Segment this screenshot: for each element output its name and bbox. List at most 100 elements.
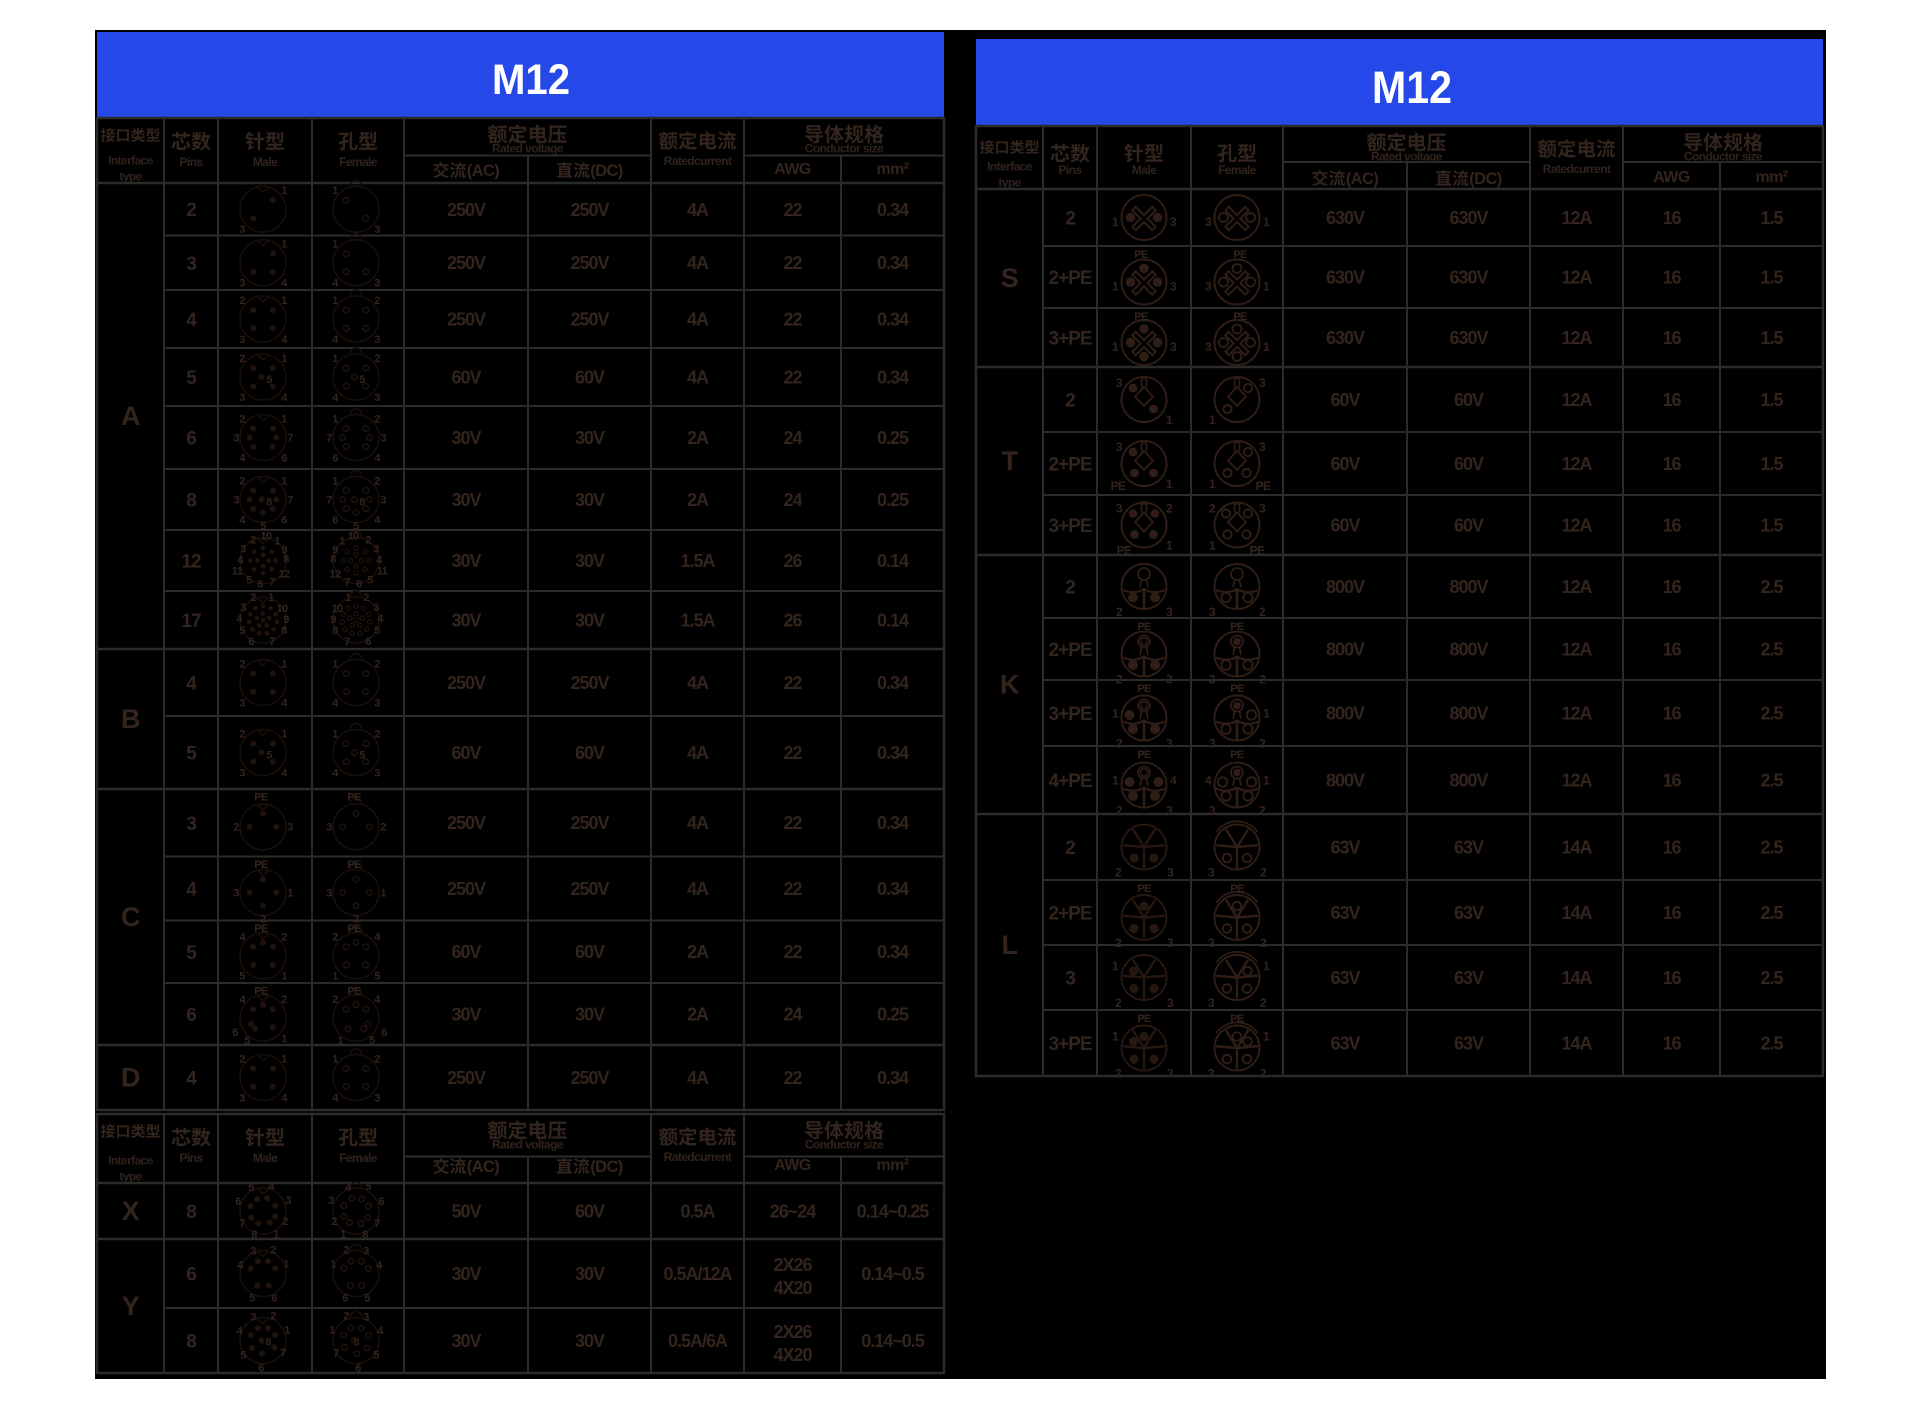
svg-text:250V: 250V (570, 310, 609, 330)
svg-text:1: 1 (332, 185, 338, 197)
svg-text:3: 3 (1116, 501, 1123, 515)
svg-text:3: 3 (1208, 1066, 1215, 1080)
svg-text:1: 1 (281, 971, 287, 983)
svg-text:3+PE: 3+PE (1048, 516, 1091, 537)
svg-text:4A: 4A (687, 673, 709, 693)
svg-text:1: 1 (268, 592, 274, 604)
svg-text:630V: 630V (1326, 268, 1365, 288)
svg-text:1: 1 (1263, 1029, 1270, 1043)
svg-text:22: 22 (783, 200, 802, 220)
svg-text:0.34: 0.34 (877, 253, 909, 273)
svg-text:Pins: Pins (1059, 163, 1083, 177)
svg-text:630V: 630V (1326, 328, 1365, 348)
svg-text:60V: 60V (451, 942, 481, 962)
svg-text:2: 2 (1065, 209, 1075, 230)
svg-text:4: 4 (281, 698, 288, 710)
svg-text:63V: 63V (1330, 838, 1360, 858)
svg-text:22: 22 (783, 310, 802, 330)
svg-text:3: 3 (287, 822, 293, 834)
svg-text:4A: 4A (687, 310, 709, 330)
svg-text:1.5: 1.5 (1760, 454, 1783, 474)
svg-text:2: 2 (1116, 803, 1123, 817)
svg-text:3: 3 (373, 602, 379, 614)
svg-text:2: 2 (282, 1216, 288, 1228)
svg-text:4: 4 (332, 1093, 339, 1105)
svg-text:6: 6 (355, 1363, 361, 1375)
svg-text:1: 1 (1166, 413, 1173, 427)
svg-text:mm²: mm² (877, 1157, 909, 1174)
svg-text:0.34: 0.34 (877, 1068, 909, 1088)
svg-text:2: 2 (239, 295, 245, 307)
svg-text:4: 4 (186, 880, 197, 901)
svg-text:1: 1 (1263, 215, 1270, 229)
svg-text:10: 10 (276, 603, 288, 615)
svg-text:2: 2 (1259, 736, 1266, 750)
svg-text:5: 5 (239, 625, 245, 637)
svg-text:8: 8 (330, 554, 336, 566)
svg-text:3: 3 (1208, 996, 1215, 1010)
svg-text:1: 1 (332, 353, 338, 365)
svg-text:4: 4 (268, 1181, 275, 1193)
svg-text:250V: 250V (447, 200, 486, 220)
svg-text:30V: 30V (451, 1005, 481, 1025)
svg-text:1: 1 (332, 295, 338, 307)
svg-text:2: 2 (353, 914, 359, 926)
svg-text:2: 2 (239, 414, 245, 426)
svg-text:14A: 14A (1561, 1034, 1592, 1054)
svg-text:mm²: mm² (877, 161, 909, 178)
svg-text:PE: PE (347, 792, 361, 804)
svg-text:D: D (121, 1063, 140, 1093)
svg-text:3: 3 (374, 392, 380, 404)
svg-text:3: 3 (1205, 340, 1212, 354)
svg-text:2: 2 (1116, 605, 1123, 619)
svg-text:type: type (119, 1170, 142, 1184)
svg-text:0.34: 0.34 (877, 813, 909, 833)
svg-text:(DC): (DC) (590, 1158, 623, 1176)
svg-text:1: 1 (281, 185, 287, 197)
svg-text:5: 5 (364, 1293, 370, 1305)
svg-text:2X26: 2X26 (773, 1322, 812, 1342)
svg-text:60V: 60V (451, 743, 481, 763)
svg-text:3: 3 (374, 768, 380, 780)
svg-text:5: 5 (374, 625, 380, 637)
svg-text:4: 4 (186, 1069, 197, 1090)
svg-text:0.5A/6A: 0.5A/6A (668, 1331, 728, 1351)
svg-text:5: 5 (249, 1293, 255, 1305)
svg-text:PE: PE (1137, 749, 1151, 761)
svg-text:3: 3 (1167, 1066, 1174, 1080)
svg-text:2.5: 2.5 (1760, 903, 1783, 923)
svg-text:2: 2 (374, 295, 380, 307)
svg-text:2: 2 (332, 932, 338, 944)
svg-text:1: 1 (332, 476, 338, 488)
svg-text:630V: 630V (1326, 208, 1365, 228)
svg-text:Y: Y (122, 1291, 140, 1321)
svg-text:type: type (119, 170, 142, 184)
svg-text:2X26: 2X26 (773, 1255, 812, 1275)
svg-text:22: 22 (783, 942, 802, 962)
svg-text:3: 3 (1209, 672, 1216, 686)
svg-text:2: 2 (1065, 838, 1075, 859)
svg-text:5: 5 (374, 971, 380, 983)
svg-text:6: 6 (258, 1363, 264, 1375)
svg-text:8: 8 (186, 491, 196, 512)
svg-text:6: 6 (271, 1293, 277, 1305)
svg-text:6: 6 (332, 515, 338, 527)
svg-text:1: 1 (1112, 215, 1119, 229)
svg-text:7: 7 (333, 1348, 339, 1360)
svg-text:3: 3 (1065, 969, 1075, 990)
svg-text:2: 2 (343, 1245, 349, 1257)
svg-text:60V: 60V (1454, 390, 1484, 410)
svg-text:12: 12 (329, 569, 341, 581)
svg-text:250V: 250V (447, 1068, 486, 1088)
svg-text:63V: 63V (1330, 968, 1360, 988)
svg-text:3: 3 (1116, 376, 1123, 390)
svg-text:0.34: 0.34 (877, 879, 909, 899)
svg-text:Pins: Pins (180, 1151, 204, 1165)
svg-text:11: 11 (232, 566, 243, 578)
svg-text:6: 6 (248, 636, 254, 648)
svg-text:4A: 4A (687, 200, 709, 220)
svg-text:63V: 63V (1454, 1034, 1484, 1054)
svg-text:30V: 30V (575, 1264, 605, 1284)
svg-text:4A: 4A (687, 253, 709, 273)
svg-text:8: 8 (281, 625, 287, 637)
